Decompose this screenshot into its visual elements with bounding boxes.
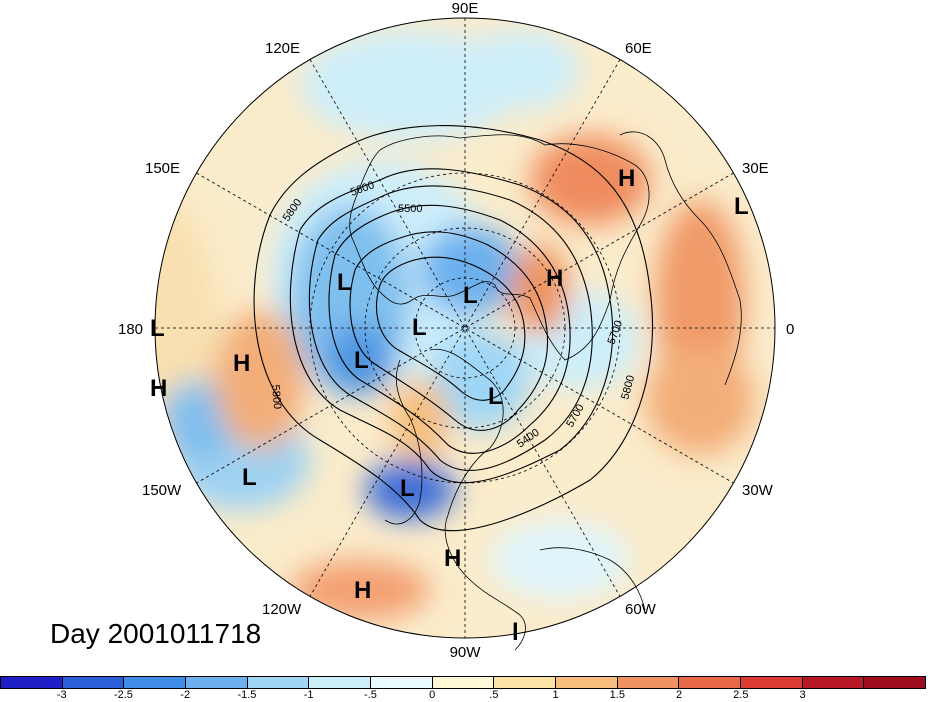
anomaly-field — [155, 18, 775, 638]
height-contours — [253, 125, 653, 532]
colorbar-tick-label: 1 — [552, 689, 559, 701]
map-boundary — [154, 17, 776, 639]
lon-label-30w: 30W — [742, 482, 774, 499]
high-pressure-center: H — [618, 165, 635, 192]
low-pressure-center: L — [463, 282, 478, 309]
colorbar-segment — [124, 677, 187, 688]
colorbar-segment — [494, 677, 557, 688]
colorbar-tick-label: -3 — [56, 689, 67, 701]
colorbar-segment — [247, 677, 310, 688]
colorbar-tick-label: 2 — [676, 689, 683, 701]
colorbar-tick-label: 3 — [799, 689, 806, 701]
colorbar-labels: -3 -2.5 -2 -1.5 -1 -.5 0 .5 1 1.5 2 2.5 3 — [0, 689, 928, 702]
colorbar-tick-label: 1.5 — [609, 689, 625, 701]
lon-label-120e: 120E — [265, 40, 300, 57]
colorbar-tick-label: -2.5 — [113, 689, 133, 701]
contour-label: 5800 — [269, 384, 283, 409]
colorbar-segment — [556, 677, 618, 688]
lon-label-150w: 150W — [142, 482, 182, 499]
lon-label-30e: 30E — [742, 160, 769, 177]
pressure-centers: H H L L L L L L L H H L H H L l — [150, 165, 749, 646]
lon-label-90w: 90W — [450, 644, 482, 661]
low-pressure-center: L — [734, 193, 749, 220]
high-pressure-center: H — [444, 545, 461, 572]
lon-label-150e: 150E — [145, 160, 180, 177]
colorbar-segment — [1, 677, 63, 688]
colorbar-segment — [741, 677, 803, 688]
colorbar-segment — [802, 677, 865, 688]
lon-label-0: 0 — [786, 321, 794, 338]
lon-label-60e: 60E — [625, 40, 652, 57]
colorbar-segment — [864, 677, 926, 688]
colorbar-segment — [617, 677, 680, 688]
low-pressure-center: L — [400, 475, 415, 502]
colorbar-tick-label: -1.5 — [237, 689, 257, 701]
lon-label-60w: 60W — [625, 601, 657, 618]
colorbar-segment — [186, 677, 248, 688]
lon-label-90e: 90E — [452, 0, 479, 17]
high-pressure-center: H — [354, 577, 371, 604]
colorbar-segment — [432, 677, 495, 688]
colorbar-segment — [309, 677, 372, 688]
low-pressure-center: L — [412, 314, 427, 341]
low-pressure-center: L — [337, 269, 352, 296]
low-pressure-center: l — [512, 619, 519, 646]
high-pressure-center: H — [150, 375, 167, 402]
low-pressure-center: L — [488, 383, 503, 410]
longitude-labels: 90E 60E 30E 0 30W 60W 90W 120W 150W 180 … — [118, 0, 794, 661]
colorbar-tick-label: 0 — [429, 689, 436, 701]
high-pressure-center: H — [546, 265, 563, 292]
colorbar-segment — [62, 677, 125, 688]
low-pressure-center: L — [354, 347, 369, 374]
colorbar-tick-label: -1 — [303, 689, 314, 701]
polar-map: 5500 5600 5800 5800 5700 5800 5700 5400 … — [118, 0, 794, 661]
day-title: Day 2001011718 — [50, 618, 262, 649]
lon-label-120w: 120W — [262, 601, 302, 618]
contour-label: 5500 — [398, 203, 422, 215]
lon-label-180: 180 — [118, 321, 143, 338]
colorbar-tick-label: -2 — [180, 689, 191, 701]
low-pressure-center: L — [242, 464, 257, 491]
colorbar-tick-label: 2.5 — [733, 689, 749, 701]
graticule — [155, 18, 775, 638]
coastlines — [349, 131, 742, 651]
colorbar-segment — [371, 677, 433, 688]
colorbar-segment — [679, 677, 742, 688]
colorbar-tick-label: -.5 — [363, 689, 377, 701]
high-pressure-center: H — [233, 350, 250, 377]
colorbar — [0, 676, 926, 689]
low-pressure-center: L — [150, 315, 165, 342]
colorbar-tick-label: .5 — [489, 689, 499, 701]
